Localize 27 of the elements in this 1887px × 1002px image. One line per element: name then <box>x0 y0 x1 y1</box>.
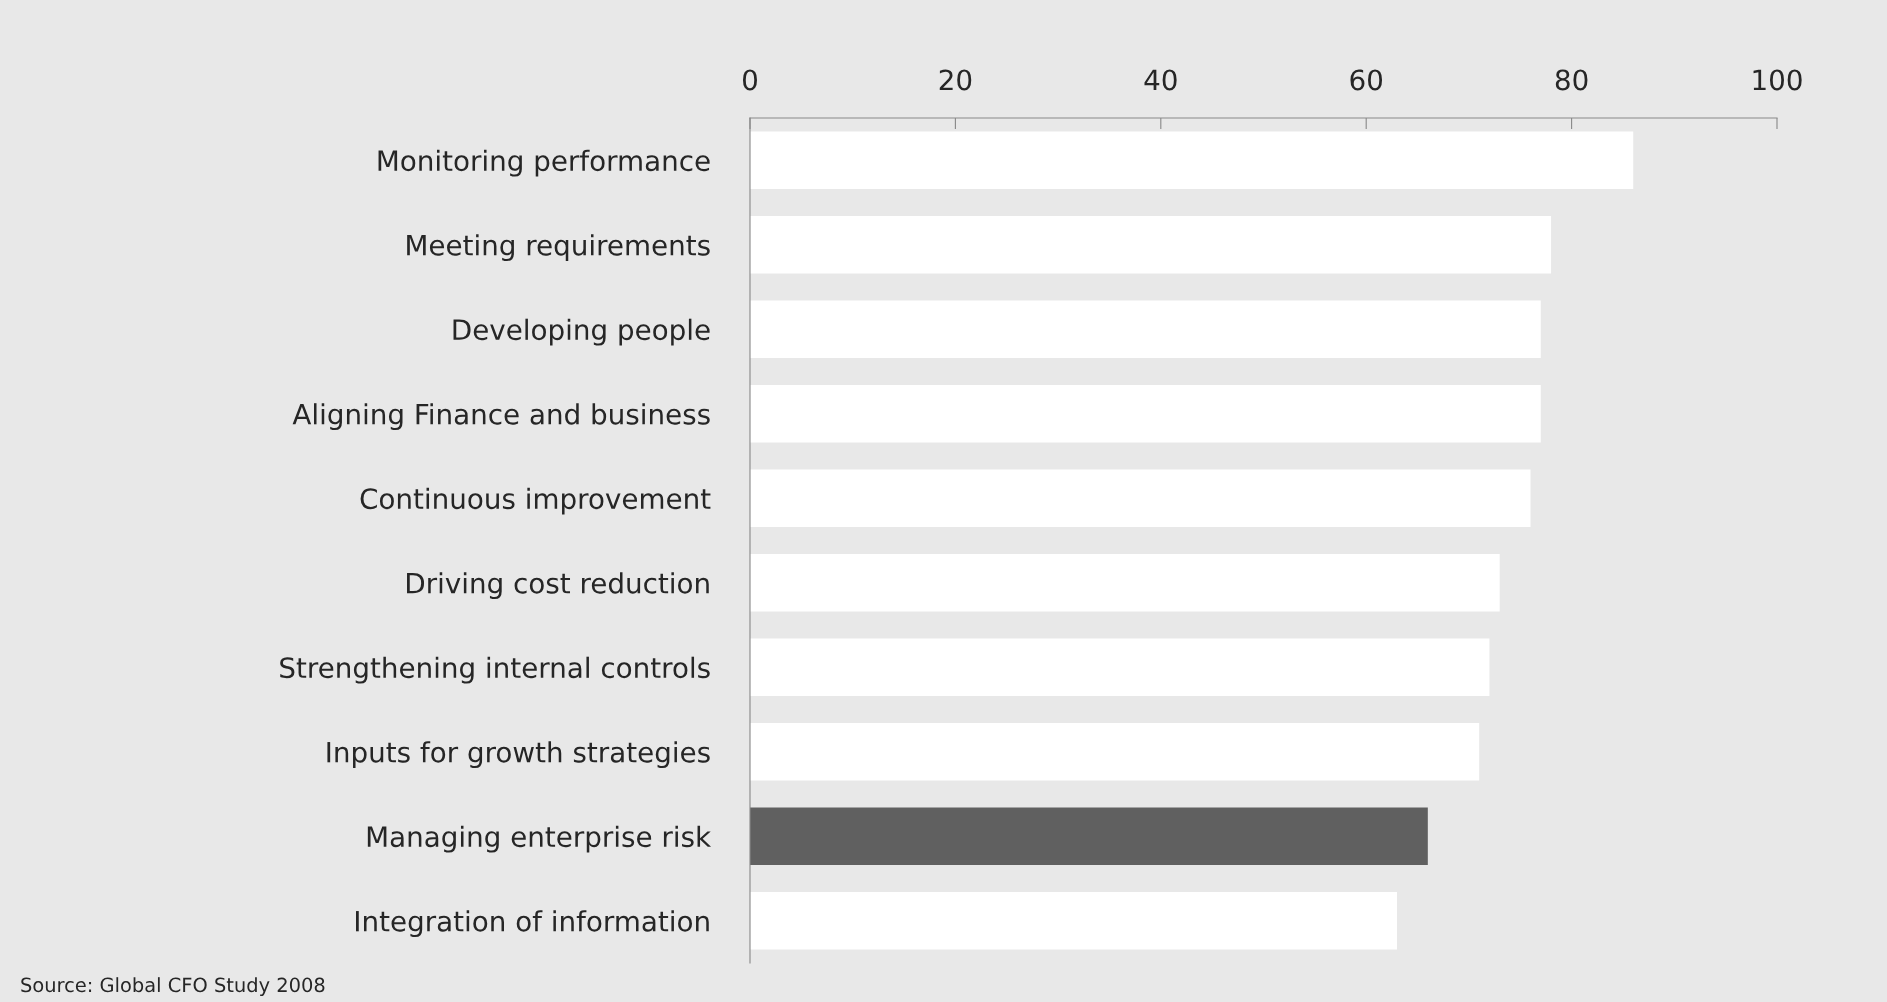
y-tick-label: Strengthening internal controls <box>280 656 710 684</box>
bar <box>750 385 1541 443</box>
bar <box>750 892 1398 950</box>
x-tick-label: 0 <box>742 69 757 91</box>
y-tick-label: Managing enterprise risk <box>367 825 712 853</box>
bar <box>750 300 1541 358</box>
bar <box>750 131 1634 189</box>
bar <box>750 807 1428 865</box>
y-tick-label: Monitoring performance <box>378 149 710 177</box>
bar <box>750 469 1531 527</box>
y-tick-label: Continuous improvement <box>360 487 711 515</box>
bar <box>750 216 1552 274</box>
y-tick-label: Developing people <box>453 318 710 346</box>
x-tick-label: 80 <box>1555 69 1588 91</box>
bar <box>750 723 1480 781</box>
x-tick-label: 20 <box>939 69 972 91</box>
x-tick-label: 40 <box>1144 69 1177 91</box>
y-tick-label: Integration of information <box>356 910 709 938</box>
y-tick-label: Driving cost reduction <box>407 572 709 600</box>
x-tick-label: 100 <box>1753 69 1802 91</box>
y-tick-label: Meeting requirements <box>407 234 710 262</box>
y-tick-label: Aligning Finance and business <box>292 403 710 431</box>
source-note: Source: Global CFO Study 2008 <box>21 977 325 996</box>
y-tick-label: Inputs for growth strategies <box>327 741 710 769</box>
x-tick-label: 60 <box>1350 69 1383 91</box>
bar <box>750 554 1500 612</box>
bar <box>750 638 1490 696</box>
